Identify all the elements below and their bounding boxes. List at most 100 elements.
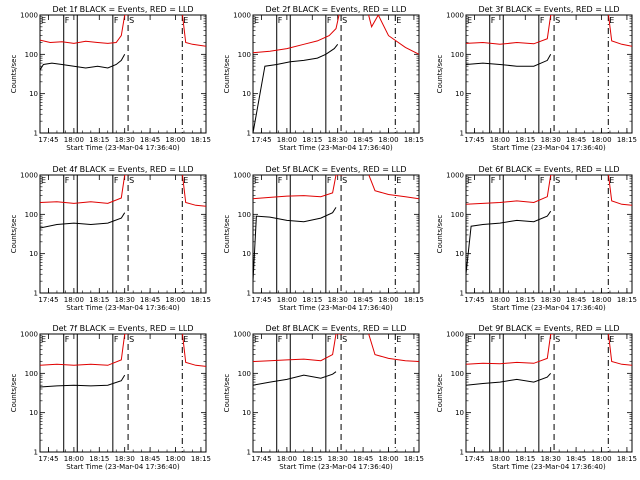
- panel-title: Det 3f BLACK = Events, RED = LLD: [478, 5, 619, 14]
- plot-frame: [252, 333, 420, 453]
- x-tick-label: 18:30: [115, 296, 135, 304]
- y-axis-label: Counts/sec: [223, 374, 231, 413]
- x-tick-label: 18:45: [566, 455, 586, 463]
- event-marker-label: S: [555, 335, 560, 344]
- event-marker-label: F: [65, 176, 70, 185]
- y-tick-label: 100: [238, 211, 251, 219]
- event-marker-label: F: [114, 335, 119, 344]
- event-marker-label: E: [467, 16, 472, 25]
- events-series-line: [40, 212, 126, 229]
- event-marker-label: E: [396, 335, 401, 344]
- x-tick-label: 17:45: [38, 296, 58, 304]
- x-tick-label: 18:30: [328, 296, 348, 304]
- x-tick-label: 17:45: [38, 455, 58, 463]
- events-series-line: [466, 54, 552, 67]
- event-marker-label: F: [491, 176, 496, 185]
- panel-4: Det 4f BLACK = Events, RED = LLD 1 10 100 10…: [10, 165, 211, 312]
- event-marker-label: F: [278, 335, 283, 344]
- y-tick-label: 10: [242, 90, 251, 98]
- y-tick-label: 1: [460, 449, 464, 457]
- x-tick-label: 18:15: [515, 296, 535, 304]
- event-marker-label: E: [609, 176, 614, 185]
- event-marker-label: S: [129, 16, 134, 25]
- y-tick-label: 100: [451, 51, 464, 59]
- y-tick-label: 100: [238, 51, 251, 59]
- x-tick-label: 18:00: [378, 296, 398, 304]
- x-tick-label: 18:15: [515, 136, 535, 144]
- x-axis-label: Start Time (23-Mar-04 17:36:40): [66, 144, 180, 152]
- events-series-line: [466, 210, 552, 275]
- x-tick-label: 18:00: [277, 136, 297, 144]
- event-marker-label: E: [396, 16, 401, 25]
- x-tick-label: 18:30: [328, 455, 348, 463]
- y-tick-label: 100: [25, 370, 38, 378]
- x-axis-label: Start Time (23-Mar-04 17:36:40): [279, 463, 393, 471]
- x-tick-label: 18:00: [490, 455, 510, 463]
- x-tick-label: 18:30: [115, 136, 135, 144]
- lld-series-line: [253, 15, 419, 55]
- x-tick-label: 18:15: [302, 296, 322, 304]
- x-tick-label: 17:45: [464, 136, 484, 144]
- y-tick-label: 100: [25, 211, 38, 219]
- y-axis-label: Counts/sec: [223, 55, 231, 94]
- x-tick-label: 18:00: [165, 455, 185, 463]
- y-tick-label: 100: [451, 370, 464, 378]
- event-marker-label: E: [41, 16, 46, 25]
- x-tick-label: 18:15: [404, 136, 424, 144]
- panel-3: Det 3f BLACK = Events, RED = LLD 1 10 100 10…: [436, 5, 637, 152]
- lld-series-line: [40, 15, 206, 47]
- events-series-line: [253, 207, 337, 282]
- x-tick-label: 18:30: [115, 455, 135, 463]
- event-marker-label: S: [555, 176, 560, 185]
- x-tick-label: 18:15: [191, 455, 211, 463]
- x-tick-label: 18:00: [378, 455, 398, 463]
- x-tick-label: 18:00: [64, 136, 84, 144]
- event-marker-label: E: [254, 16, 259, 25]
- y-tick-label: 10: [242, 250, 251, 258]
- y-tick-label: 1000: [20, 331, 38, 339]
- event-marker-label: E: [609, 16, 614, 25]
- y-tick-label: 10: [242, 409, 251, 417]
- x-tick-label: 18:15: [89, 136, 109, 144]
- x-tick-label: 18:00: [165, 296, 185, 304]
- plot-frame: [39, 14, 207, 134]
- plot-frame: [465, 14, 633, 134]
- panel-title: Det 2f BLACK = Events, RED = LLD: [265, 5, 406, 14]
- y-tick-label: 100: [238, 370, 251, 378]
- x-tick-label: 18:15: [302, 136, 322, 144]
- x-axis-label: Start Time (23-Mar-04 17:36:40): [492, 304, 606, 312]
- event-marker-label: E: [467, 335, 472, 344]
- x-axis-label: Start Time (23-Mar-04 17:36:40): [279, 304, 393, 312]
- event-marker-label: E: [254, 176, 259, 185]
- y-axis-label: Counts/sec: [436, 55, 444, 94]
- lld-series-line: [466, 175, 632, 206]
- event-marker-label: E: [467, 176, 472, 185]
- x-tick-label: 18:15: [515, 455, 535, 463]
- event-marker-label: S: [342, 176, 347, 185]
- events-series-line: [40, 374, 126, 388]
- x-tick-label: 18:00: [490, 296, 510, 304]
- events-series-line: [253, 43, 339, 133]
- x-tick-label: 18:00: [64, 296, 84, 304]
- lld-series-line: [253, 334, 419, 362]
- event-marker-label: S: [342, 16, 347, 25]
- panel-title: Det 1f BLACK = Events, RED = LLD: [52, 5, 193, 14]
- event-marker-label: E: [396, 176, 401, 185]
- x-tick-label: 18:45: [566, 296, 586, 304]
- event-marker-label: E: [183, 16, 188, 25]
- panel-title: Det 9f BLACK = Events, RED = LLD: [478, 324, 619, 333]
- events-series-line: [40, 54, 126, 71]
- event-marker-label: E: [254, 335, 259, 344]
- y-tick-label: 1: [247, 449, 251, 457]
- y-axis-label: Counts/sec: [10, 215, 18, 254]
- x-tick-label: 18:15: [302, 455, 322, 463]
- panel-2: Det 2f BLACK = Events, RED = LLD 1 10 100 10…: [223, 5, 424, 152]
- y-tick-label: 10: [29, 90, 38, 98]
- x-tick-label: 18:15: [404, 455, 424, 463]
- y-tick-label: 1000: [446, 12, 464, 20]
- x-tick-label: 18:30: [541, 455, 561, 463]
- panel-9: Det 9f BLACK = Events, RED = LLD 1 10 100 10…: [436, 324, 637, 471]
- event-marker-label: F: [114, 16, 119, 25]
- x-tick-label: 18:15: [89, 296, 109, 304]
- panel-8: Det 8f BLACK = Events, RED = LLD 1 10 100 10…: [223, 324, 424, 471]
